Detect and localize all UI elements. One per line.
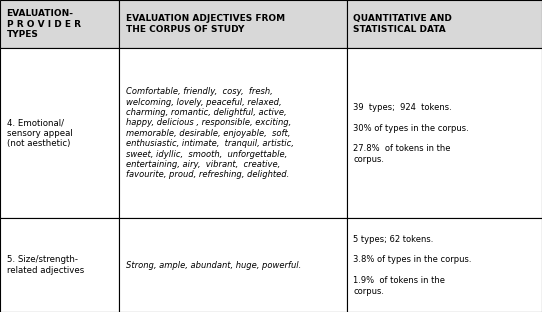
Bar (0, 0, 119, 48)
Text: 5 types; 62 tokens.

3.8% of types in the corpus.

1.9%  of tokens in the
corpus: 5 types; 62 tokens. 3.8% of types in the… (353, 235, 472, 296)
Bar (119, 0, 347, 48)
Text: Comfortable, friendly,  cosy,  fresh,
welcoming, lovely, peaceful, relaxed,
char: Comfortable, friendly, cosy, fresh, welc… (126, 87, 294, 179)
Bar (347, 48, 542, 218)
Bar (119, 218, 347, 312)
Text: 5. Size/strength-
related adjectives: 5. Size/strength- related adjectives (7, 256, 84, 275)
Bar (0, 48, 119, 218)
Text: Strong, ample, abundant, huge, powerful.: Strong, ample, abundant, huge, powerful. (126, 261, 301, 270)
Text: QUANTITATIVE AND
STATISTICAL DATA: QUANTITATIVE AND STATISTICAL DATA (353, 14, 452, 34)
Text: EVALUATION ADJECTIVES FROM
THE CORPUS OF STUDY: EVALUATION ADJECTIVES FROM THE CORPUS OF… (126, 14, 285, 34)
Bar (347, 0, 542, 48)
Bar (119, 48, 347, 218)
Text: 39  types;  924  tokens.

30% of types in the corpus.

27.8%  of tokens in the
c: 39 types; 924 tokens. 30% of types in th… (353, 103, 469, 164)
Bar (347, 218, 542, 312)
Bar (0, 218, 119, 312)
Text: 4. Emotional/
sensory appeal
(not aesthetic): 4. Emotional/ sensory appeal (not aesthe… (7, 119, 72, 148)
Text: EVALUATION-
P R O V I D E R
TYPES: EVALUATION- P R O V I D E R TYPES (7, 9, 81, 39)
